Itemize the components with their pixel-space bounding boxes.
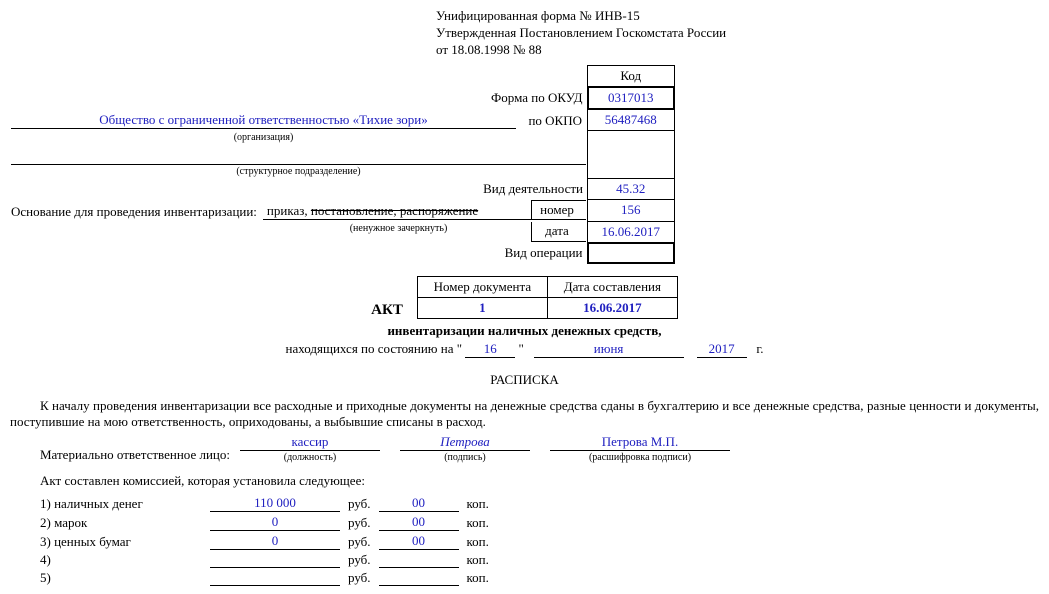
mol-decipher: Петрова М.П.	[550, 434, 730, 451]
basis-strike: постановление, распоряжение	[311, 203, 478, 218]
doc-date-header: Дата составления	[547, 277, 677, 298]
basis-label: Основание для проведения инвентаризации:	[11, 204, 263, 220]
vid-deyat-value: 45.32	[588, 178, 675, 199]
cash-rub	[210, 552, 340, 568]
mol-position-sub: (должность)	[240, 452, 380, 463]
mol-label: Материально ответственное лицо:	[10, 447, 240, 463]
vid-oper-value	[588, 243, 675, 263]
cash-kop: 00	[379, 533, 459, 550]
status-month: июня	[534, 341, 684, 358]
cash-row: 3) ценных бумаг0руб.00коп.	[40, 533, 1039, 550]
nomer-label: номер	[531, 200, 586, 220]
kop-unit: коп.	[459, 534, 497, 550]
header-line1: Унифицированная форма № ИНВ-15	[436, 8, 1039, 25]
okpo-value: 56487468	[588, 109, 675, 131]
cash-kop	[379, 570, 459, 586]
status-year: 2017	[697, 341, 747, 358]
mol-sign: Петрова	[400, 434, 530, 451]
kop-unit: коп.	[459, 570, 497, 586]
kop-unit: коп.	[459, 552, 497, 568]
kop-unit: коп.	[459, 515, 497, 531]
cash-label: 2) марок	[40, 515, 210, 531]
rub-unit: руб.	[340, 570, 379, 586]
struct-sub: (структурное подразделение)	[11, 166, 586, 177]
kod-header: Код	[588, 65, 675, 87]
vid-deyat-label: Вид деятельности	[10, 178, 588, 199]
rub-unit: руб.	[340, 496, 379, 512]
blank-code-1	[588, 130, 675, 178]
doc-num-header: Номер документа	[417, 277, 547, 298]
status-prefix: находящихся по состоянию на "	[286, 341, 463, 356]
doc-table: Номер документа Дата составления 1 16.06…	[417, 276, 678, 319]
raspiska-title: РАСПИСКА	[10, 372, 1039, 388]
rub-unit: руб.	[340, 552, 379, 568]
form-header-note: Унифицированная форма № ИНВ-15 Утвержден…	[436, 8, 1039, 59]
top-grid: Код Форма по ОКУД 0317013 Общество с огр…	[10, 65, 675, 265]
basis-sub: (ненужное зачеркнуть)	[266, 223, 531, 242]
kop-unit: коп.	[459, 496, 497, 512]
org-sub: (организация)	[11, 132, 516, 143]
header-line2: Утвержденная Постановлением Госкомстата …	[436, 25, 1039, 42]
okud-value: 0317013	[588, 87, 675, 109]
cash-kop	[379, 552, 459, 568]
cash-rub	[210, 570, 340, 586]
akt-row: АКТ Номер документа Дата составления 1 1…	[10, 276, 1039, 319]
rub-unit: руб.	[340, 515, 379, 531]
doc-date-value: 16.06.2017	[547, 298, 677, 319]
mol-row: Материально ответственное лицо: кассир (…	[10, 434, 1039, 463]
header-line3: от 18.08.1998 № 88	[436, 42, 1039, 59]
okud-label: Форма по ОКУД	[10, 87, 588, 109]
cash-rub: 0	[210, 533, 340, 550]
akt-title: АКТ	[371, 302, 403, 319]
status-line: находящихся по состоянию на " 16 " июня …	[10, 341, 1039, 358]
data-value: 16.06.2017	[588, 221, 675, 243]
rub-unit: руб.	[340, 534, 379, 550]
cash-label: 4)	[40, 552, 210, 568]
cash-row: 5) руб. коп.	[40, 570, 1039, 586]
nomer-value: 156	[588, 199, 675, 221]
vid-oper-label: Вид операции	[10, 243, 588, 263]
org-name: Общество с ограниченной ответственностью…	[11, 110, 516, 129]
cash-row: 2) марок0руб.00коп.	[40, 514, 1039, 531]
cash-rub: 0	[210, 514, 340, 531]
mol-position: кассир	[240, 434, 380, 451]
mol-sign-sub: (подпись)	[400, 452, 530, 463]
status-mid: "	[519, 341, 524, 356]
cash-row: 4) руб. коп.	[40, 552, 1039, 568]
mol-decipher-sub: (расшифровка подписи)	[550, 452, 730, 463]
doc-num-value: 1	[417, 298, 547, 319]
status-day: 16	[465, 341, 515, 358]
cash-label: 1) наличных денег	[40, 496, 210, 512]
data-label: дата	[531, 222, 586, 242]
akt-subtitle: инвентаризации наличных денежных средств…	[10, 323, 1039, 339]
year-suffix: г.	[756, 341, 763, 356]
cash-row: 1) наличных денег110 000руб.00коп.	[40, 495, 1039, 512]
commission-intro: Акт составлен комиссией, которая установ…	[10, 473, 1039, 489]
basis-val: приказ,	[267, 203, 308, 218]
raspiska-para: К началу проведения инвентаризации все р…	[10, 398, 1039, 430]
okpo-label: по ОКПО	[516, 113, 586, 129]
cash-rub: 110 000	[210, 495, 340, 512]
cash-kop: 00	[379, 514, 459, 531]
cash-label: 5)	[40, 570, 210, 586]
cash-kop: 00	[379, 495, 459, 512]
struct-name	[11, 147, 586, 165]
cash-label: 3) ценных бумаг	[40, 534, 210, 550]
